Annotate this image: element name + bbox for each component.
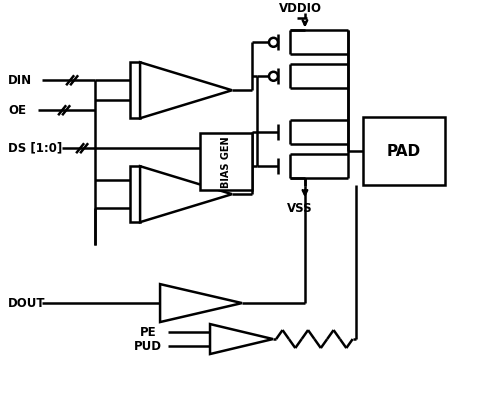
Text: DIN: DIN [8, 74, 33, 87]
Circle shape [269, 72, 278, 81]
Bar [130, 62, 140, 118]
Polygon shape [210, 324, 273, 354]
Bar [130, 166, 140, 222]
Polygon shape [160, 284, 242, 322]
Text: PAD: PAD [387, 144, 421, 159]
Bar [363, 117, 445, 185]
Text: BIAS GEN: BIAS GEN [221, 136, 231, 188]
Text: DS [1:0]: DS [1:0] [8, 142, 63, 155]
Circle shape [269, 38, 278, 47]
Text: OE: OE [8, 104, 26, 117]
Text: DOUT: DOUT [8, 296, 46, 310]
Text: PUD: PUD [134, 340, 162, 352]
Text: VDDIO: VDDIO [279, 2, 321, 15]
Polygon shape [140, 62, 232, 118]
Polygon shape [140, 166, 232, 222]
Text: VSS: VSS [287, 202, 313, 215]
Text: PE: PE [140, 326, 156, 338]
Bar [200, 133, 252, 190]
